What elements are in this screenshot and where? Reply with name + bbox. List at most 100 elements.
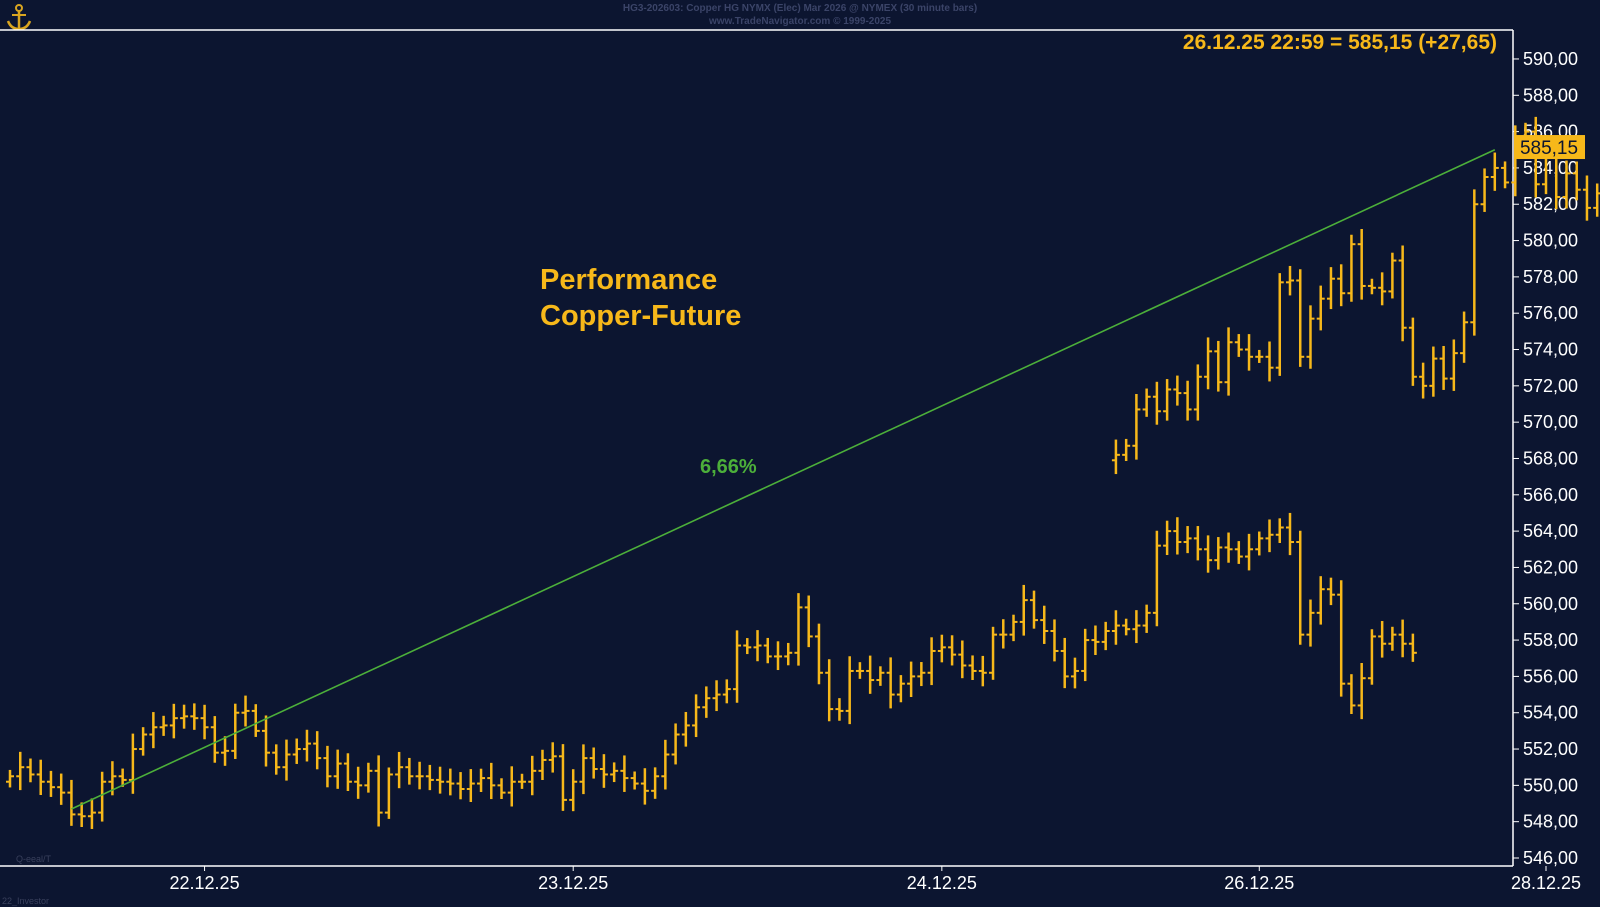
ohlc-bar <box>1152 530 1161 627</box>
ohlc-bar <box>1050 619 1059 662</box>
ohlc-bar <box>425 764 434 791</box>
chart-title-line: Copper-Future <box>540 300 741 332</box>
ohlc-bar <box>896 675 905 703</box>
ohlc-bar <box>1367 629 1376 685</box>
y-tick-label: 554,00 <box>1523 703 1578 723</box>
ohlc-bar <box>1562 160 1571 209</box>
ohlc-bar <box>538 749 547 780</box>
ohlc-bar <box>937 634 946 663</box>
ohlc-bar <box>159 715 168 736</box>
x-tick-label: 28.12.25 <box>1511 873 1581 893</box>
chart-title-line: Performance <box>540 264 717 296</box>
ohlc-bar <box>1357 228 1366 300</box>
ohlc-bar <box>6 769 14 788</box>
ohlc-bar <box>251 704 260 737</box>
ohlc-bar <box>1204 535 1213 573</box>
y-tick-label: 550,00 <box>1523 775 1578 795</box>
ohlc-bar <box>1173 517 1182 555</box>
ohlc-bar <box>395 751 404 789</box>
ohlc-bar <box>702 686 711 718</box>
ohlc-bar <box>210 716 219 763</box>
ohlc-bar <box>855 662 864 679</box>
ohlc-bar <box>958 640 967 679</box>
ohlc-bar <box>1030 590 1038 629</box>
ohlc-bar <box>282 739 291 781</box>
ohlc-bar <box>1255 531 1264 556</box>
ohlc-bar <box>323 745 332 788</box>
y-tick-label: 580,00 <box>1523 231 1578 251</box>
ohlc-bar <box>1234 541 1243 564</box>
y-tick-label: 564,00 <box>1523 521 1578 541</box>
ohlc-bar <box>374 755 383 827</box>
ohlc-bar <box>733 630 742 703</box>
ohlc-bar <box>1132 610 1141 644</box>
ohlc-bar <box>1572 161 1581 201</box>
ohlc-bar <box>1490 152 1499 191</box>
ohlc-bar <box>87 798 96 829</box>
ohlc-bar <box>1245 533 1254 571</box>
ohlc-bar <box>794 593 803 666</box>
x-tick-label: 23.12.25 <box>538 873 608 893</box>
ohlc-bar <box>1337 264 1346 307</box>
ohlc-bar <box>989 626 998 680</box>
ohlc-bar <box>16 751 25 791</box>
y-tick-label: 584,00 <box>1523 158 1578 178</box>
ohlc-bar <box>1388 252 1397 299</box>
ohlc-bar <box>1296 269 1305 367</box>
ohlc-bar <box>763 637 772 664</box>
ohlc-bar <box>128 733 137 794</box>
ohlc-bar <box>1593 183 1600 217</box>
ohlc-bar <box>1193 526 1202 561</box>
ohlc-bar <box>190 703 199 730</box>
x-tick-label: 26.12.25 <box>1224 873 1294 893</box>
chart-header-symbol: HG3-202603: Copper HG NYMX (Elec) Mar 20… <box>622 3 978 14</box>
ohlc-bar <box>1111 439 1120 475</box>
ohlc-bar <box>384 767 393 819</box>
ohlc-bar <box>1214 537 1223 570</box>
ohlc-bar <box>1316 576 1325 625</box>
ohlc-bar <box>1286 512 1294 556</box>
ohlc-bar <box>1224 327 1233 396</box>
ohlc-bar <box>46 770 55 797</box>
ohlc-bar <box>569 769 578 812</box>
ohlc-bar <box>139 727 148 756</box>
y-tick-label: 576,00 <box>1523 303 1578 323</box>
y-tick-label: 572,00 <box>1523 376 1578 396</box>
last-price-badge <box>1514 135 1585 160</box>
ohlc-bar <box>610 762 619 783</box>
ohlc-bar <box>1204 337 1213 390</box>
ohlc-bar <box>1286 265 1294 296</box>
ohlc-bar <box>835 698 844 721</box>
ohlc-bar <box>774 641 782 671</box>
ohlc-bar <box>405 757 414 785</box>
y-tick-label: 562,00 <box>1523 557 1578 577</box>
ohlc-bar <box>1357 663 1366 720</box>
y-tick-label: 558,00 <box>1523 630 1578 650</box>
ohlc-bar <box>1009 614 1018 642</box>
ohlc-bar <box>1255 349 1264 363</box>
ohlc-bar <box>221 736 230 766</box>
ohlc-bar <box>876 666 885 686</box>
ohlc-bar <box>1040 605 1049 644</box>
ohlc-bar <box>845 656 854 725</box>
ohlc-bar <box>927 637 936 686</box>
ohlc-bar <box>620 755 629 792</box>
ohlc-bar <box>1582 175 1591 221</box>
ohlc-bar <box>1214 340 1223 392</box>
ohlc-bar <box>651 767 660 799</box>
ohlc-bar <box>825 659 834 722</box>
ohlc-bar <box>180 704 189 729</box>
ohlc-bar <box>999 619 1008 649</box>
ohlc-bar <box>487 762 496 800</box>
ohlc-bar <box>1439 345 1448 390</box>
ohlc-bar <box>886 657 895 709</box>
ohlc-bar <box>528 755 537 796</box>
ohlc-bar <box>1275 518 1284 543</box>
ohlc-bar <box>1122 618 1131 636</box>
ohlc-bar <box>599 754 608 788</box>
ohlc-bar <box>1265 519 1274 553</box>
ohlc-bar <box>1398 619 1407 658</box>
ohlc-bar <box>1306 305 1315 369</box>
ohlc-bar <box>743 638 752 655</box>
